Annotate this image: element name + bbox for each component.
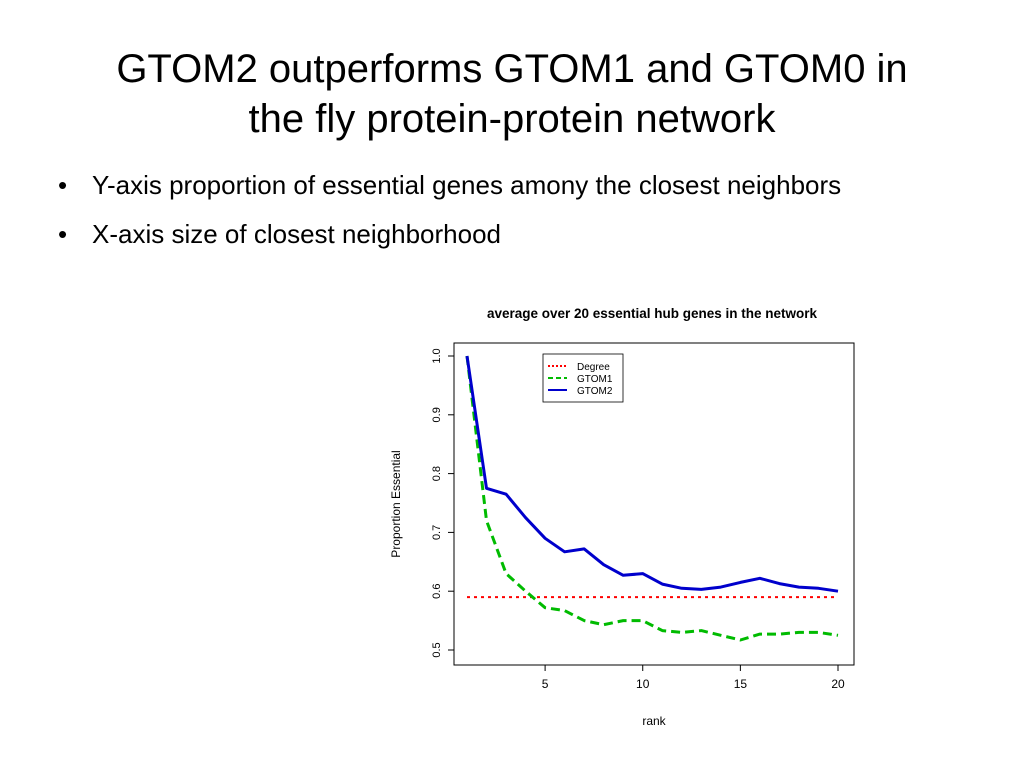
- y-tick-label: 0.6: [431, 584, 443, 599]
- bullet-icon: •: [58, 219, 68, 249]
- x-tick-label: 15: [734, 677, 748, 691]
- y-axis: 0.5 0.6 0.7 0.8 0.9 1.0: [431, 348, 454, 658]
- x-tick-label: 10: [636, 677, 650, 691]
- x-axis-label: rank: [642, 714, 666, 728]
- x-axis: 5 10 15 20: [542, 665, 845, 691]
- slide-title-line-1: GTOM2 outperforms GTOM1 and GTOM0 in: [116, 47, 908, 91]
- slide-title-line-2: the fly protein-protein network: [248, 97, 776, 141]
- y-tick-label: 0.7: [431, 525, 443, 540]
- chart: average over 20 essential hub genes in t…: [389, 306, 855, 728]
- y-tick-label: 0.9: [431, 407, 443, 422]
- series-line-gtom1: [465, 355, 839, 642]
- chart-title: average over 20 essential hub genes in t…: [487, 306, 818, 321]
- x-tick-label: 5: [542, 677, 549, 691]
- bullet-list: • Y-axis proportion of essential genes a…: [58, 168, 958, 266]
- slide-title: GTOM2 outperforms GTOM1 and GTOM0 in the…: [40, 44, 984, 144]
- legend-label: GTOM1: [577, 374, 613, 385]
- chart-container: average over 20 essential hub genes in t…: [380, 298, 900, 738]
- series-layer: [465, 355, 839, 642]
- bullet-icon: •: [58, 170, 68, 200]
- y-tick-label: 0.8: [431, 466, 443, 481]
- plot-frame: [453, 342, 855, 666]
- legend-label: GTOM2: [577, 386, 613, 397]
- bullet-item: • X-axis size of closest neighborhood: [58, 217, 958, 252]
- y-tick-label: 1.0: [431, 348, 443, 363]
- bullet-item: • Y-axis proportion of essential genes a…: [58, 168, 958, 203]
- y-tick-label: 0.5: [431, 642, 443, 657]
- x-tick-label: 20: [831, 677, 845, 691]
- legend-label: Degree: [577, 362, 610, 373]
- bullet-text: X-axis size of closest neighborhood: [92, 219, 502, 249]
- bullet-text: Y-axis proportion of essential genes amo…: [92, 170, 842, 200]
- y-axis-label: Proportion Essential: [389, 450, 403, 557]
- series-line-gtom2: [465, 355, 839, 593]
